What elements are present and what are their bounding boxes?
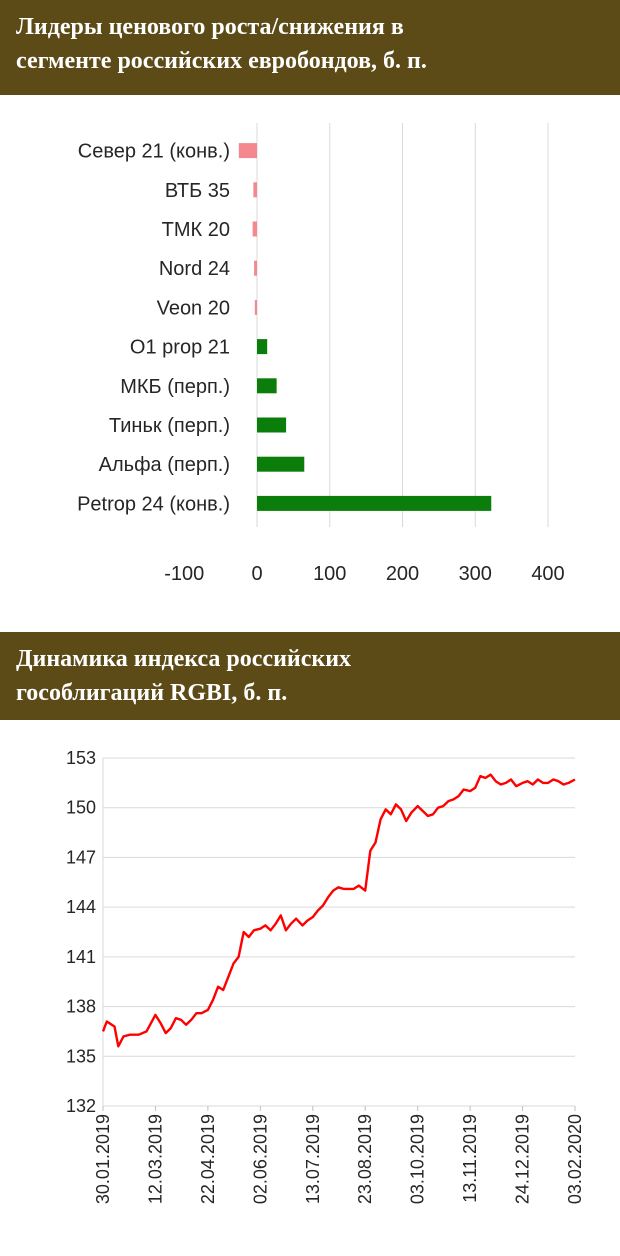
y-tick-label: 132	[66, 1096, 96, 1116]
bar	[257, 378, 277, 394]
y-tick-label: 138	[66, 997, 96, 1017]
bar	[254, 299, 257, 315]
chart2-title-line2: гособлигаций RGBI, б. п.	[16, 680, 288, 706]
x-tick-label: 23.08.2019	[355, 1114, 375, 1204]
bar	[257, 456, 305, 472]
chart1-title: Лидеры ценового роста/снижения в сегмент…	[0, 0, 620, 95]
bar-category-label: Petrop 24 (конв.)	[77, 493, 230, 515]
bar-category-label: МКБ (перп.)	[120, 376, 230, 398]
bar	[254, 260, 257, 276]
y-tick-label: 153	[66, 748, 96, 768]
bar	[238, 143, 257, 159]
x-tick-label: 03.10.2019	[408, 1114, 428, 1204]
bar-category-label: ВТБ 35	[165, 180, 230, 202]
bar	[257, 495, 492, 511]
rgbi-series-line	[101, 773, 576, 1048]
x-tick-label: 02.06.2019	[250, 1114, 270, 1204]
bar	[257, 417, 287, 433]
bar-category-label: O1 prop 21	[130, 337, 230, 359]
bar-category-label: Veon 20	[157, 297, 230, 319]
bar-category-label: Nord 24	[159, 258, 230, 280]
rgbi-line-chart: 132 135 138 141 144 147 150 153 30.01.2019 12.03.…	[66, 748, 585, 1204]
x-tick-label: 03.02.2020	[565, 1114, 585, 1204]
x-tick-label: -100	[164, 563, 204, 585]
x-tick-label: 24.12.2019	[513, 1114, 533, 1204]
bar-category-label: ТМК 20	[162, 219, 230, 241]
chart1-title-line1: Лидеры ценового роста/снижения в	[16, 14, 404, 40]
chart2-title-line1: Динамика индекса российских	[16, 646, 352, 672]
x-tick-label: 200	[386, 563, 419, 585]
y-tick-label: 150	[66, 798, 96, 818]
x-tick-label: 13.11.2019	[460, 1114, 480, 1203]
y-tick-label: 141	[66, 947, 96, 967]
y-tick-label: 147	[66, 847, 96, 867]
bar-grid	[329, 123, 549, 527]
x-tick-label: 30.01.2019	[93, 1114, 113, 1204]
bar-category-label: Альфа (перп.)	[99, 454, 230, 476]
x-tick-label: 0	[251, 563, 262, 585]
x-tick-label: 400	[531, 563, 564, 585]
eurobond-bar-chart: Север 21 (конв.) ВТБ 35 ТМК 20 Nord 24 Veon …	[77, 123, 565, 585]
x-tick-label: 300	[459, 563, 492, 585]
bar-category-label: Тиньк (перп.)	[109, 415, 230, 437]
y-tick-label: 135	[66, 1046, 96, 1066]
bar	[253, 182, 257, 198]
bar	[252, 221, 257, 237]
x-tick-label: 100	[313, 563, 346, 585]
chart1-title-line2: сегменте российских евробондов, б. п.	[16, 48, 427, 74]
y-tick-label: 144	[66, 897, 96, 917]
x-tick-label: 12.03.2019	[145, 1114, 165, 1204]
chart2-title: Динамика индекса российских гособлигаций…	[0, 632, 620, 720]
bar	[257, 339, 268, 355]
x-tick-label: 22.04.2019	[198, 1114, 218, 1204]
bar-category-label: Север 21 (конв.)	[78, 141, 230, 163]
x-tick-label: 13.07.2019	[303, 1114, 323, 1204]
